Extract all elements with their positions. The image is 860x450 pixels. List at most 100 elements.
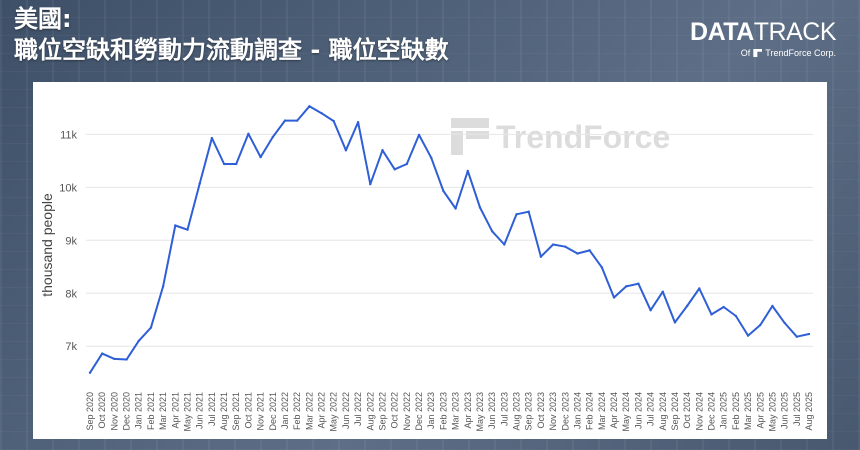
x-tick-label: Jan 2022 <box>280 392 290 429</box>
data-point <box>295 119 299 122</box>
data-point <box>417 133 421 137</box>
x-tick-label: Jun 2021 <box>195 392 205 429</box>
x-tick-label: Feb 2022 <box>292 392 302 430</box>
data-point <box>673 321 677 324</box>
x-tick-label: Jan 2023 <box>426 392 436 429</box>
trendforce-mark-icon <box>753 49 763 57</box>
data-point <box>381 149 384 152</box>
data-point <box>783 321 786 325</box>
x-tick-label: Jun 2023 <box>487 392 497 429</box>
logo-wordmark: DATATRACK <box>690 18 836 46</box>
data-point <box>174 224 177 227</box>
data-point <box>88 371 92 374</box>
data-point <box>625 285 628 288</box>
x-tick-label: Dec 2020 <box>122 392 132 431</box>
x-tick-label: Aug 2021 <box>219 392 229 431</box>
data-point <box>405 162 409 166</box>
chart-panel: TrendForce 7k 8k 9k 10k 11k Sep 2020 Oct 2020… <box>33 82 827 439</box>
data-point <box>649 309 652 312</box>
data-point <box>698 287 701 290</box>
data-point <box>222 162 226 166</box>
x-tick-label: Apr 2021 <box>170 392 180 429</box>
data-point <box>515 213 518 216</box>
logo-subline: Of TrendForce Corp. <box>690 48 836 58</box>
x-tick-label: Dec 2021 <box>268 392 278 431</box>
logo-sub-prefix: Of <box>740 48 751 58</box>
data-point <box>356 120 360 124</box>
x-tick-label: Sep 2020 <box>85 392 95 431</box>
x-tick-label: Jun 2022 <box>341 392 351 429</box>
title-line-2: 職位空缺和勞動力流動調查 - 職位空缺數 <box>14 36 449 64</box>
x-tick-label: Feb 2023 <box>438 392 448 430</box>
x-tick-label: Apr 2025 <box>755 392 765 429</box>
data-point <box>771 304 774 308</box>
x-tick-label: Jul 2025 <box>792 392 802 426</box>
data-point <box>125 358 128 361</box>
data-point <box>490 230 494 233</box>
x-tick-label: Sep 2022 <box>377 392 387 431</box>
x-tick-label: Jul 2022 <box>353 392 363 426</box>
y-tick-label: 10k <box>59 182 77 194</box>
logo-sub-brand: TrendForce Corp. <box>765 48 836 58</box>
x-tick-label: Nov 2022 <box>402 392 412 431</box>
x-tick-label: Aug 2023 <box>512 392 522 431</box>
x-tick-label: Sep 2021 <box>231 392 241 431</box>
x-tick-label: Feb 2021 <box>146 392 156 430</box>
data-point <box>551 243 555 246</box>
x-tick-label: Oct 2022 <box>390 392 400 429</box>
data-point <box>393 168 396 171</box>
x-tick-label: Feb 2025 <box>731 392 741 430</box>
data-point <box>685 304 689 308</box>
x-tick-label: Aug 2025 <box>804 392 814 431</box>
x-tick-label: Sep 2024 <box>670 392 680 431</box>
data-point <box>344 149 348 152</box>
y-tick-label: 7k <box>65 341 77 353</box>
data-point <box>600 266 604 269</box>
data-point <box>637 282 640 285</box>
x-tick-label: May 2023 <box>475 392 485 432</box>
data-point <box>332 119 335 123</box>
x-tick-label: Jun 2025 <box>780 392 790 429</box>
x-tick-label: Sep 2023 <box>524 392 534 431</box>
x-tick-label: Jan 2024 <box>572 392 582 429</box>
x-tick-label: Mar 2024 <box>597 392 607 430</box>
watermark-text: TrendForce <box>496 119 670 155</box>
logo-word-light: TRACK <box>753 18 837 46</box>
data-point <box>235 162 238 166</box>
y-tick-label: 11k <box>60 129 77 141</box>
data-point <box>113 357 116 361</box>
data-point <box>759 323 762 327</box>
x-tick-label: Oct 2021 <box>243 392 253 429</box>
data-point <box>612 296 616 299</box>
data-point <box>588 249 591 252</box>
data-point <box>454 207 457 210</box>
y-axis-label: thousand people <box>39 193 55 297</box>
x-tick-label: Mar 2023 <box>451 392 461 430</box>
data-point <box>466 169 469 173</box>
x-tick-label: Mar 2022 <box>304 392 314 430</box>
x-tick-label: Aug 2022 <box>365 392 375 431</box>
x-tick-label: Apr 2023 <box>463 392 473 429</box>
x-tick-label: Oct 2020 <box>97 392 107 429</box>
data-point <box>807 332 811 336</box>
data-point <box>259 155 262 159</box>
data-point <box>576 252 579 255</box>
data-point <box>320 111 323 115</box>
data-point <box>100 352 104 355</box>
x-tick-label: Mar 2021 <box>158 392 168 430</box>
datatrack-logo: DATATRACK Of TrendForce Corp. <box>690 18 836 58</box>
data-point <box>149 326 153 329</box>
data-point <box>442 189 445 193</box>
data-point <box>247 132 250 136</box>
x-tick-label: May 2025 <box>767 392 777 432</box>
x-tick-label: Nov 2023 <box>548 392 558 431</box>
data-point <box>478 206 482 209</box>
data-point <box>503 243 506 246</box>
y-tick-label: 9k <box>65 235 77 247</box>
grid <box>86 133 813 347</box>
x-tick-label: Nov 2020 <box>109 392 119 431</box>
x-tick-label: Jan 2025 <box>719 392 729 429</box>
data-point <box>430 156 433 159</box>
data-point <box>198 182 201 185</box>
data-point <box>308 105 311 108</box>
